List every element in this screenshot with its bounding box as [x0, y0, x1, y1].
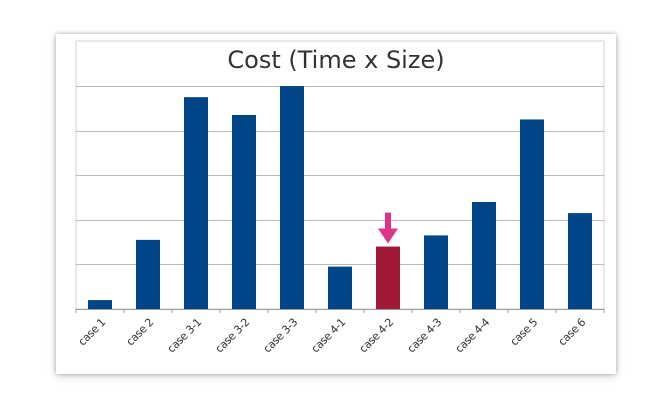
x-tick-label: case 4-4: [453, 316, 493, 356]
bar-case-5: [520, 119, 544, 309]
x-tick-label: case 3-1: [165, 316, 204, 355]
bar-case-3-3: [280, 86, 304, 309]
down-arrow-icon: [378, 212, 398, 244]
bar-case-4-1: [328, 266, 352, 309]
bar-series: [88, 86, 592, 310]
bar-case-4-4: [472, 201, 496, 309]
bar-case-6: [568, 213, 592, 309]
x-tick-label: case 4-1: [309, 316, 348, 355]
chart-title: Cost (Time x Size): [227, 46, 444, 74]
x-tick-labels: case 1 case 2 case 3-1 case 3-2 case 3-3 case…: [75, 309, 605, 356]
x-tick-label: case 2: [124, 316, 156, 348]
annotations: [378, 212, 398, 244]
bar-case-1: [88, 300, 112, 309]
bar-case-3-2: [232, 114, 256, 310]
x-tick-label: case 4-3: [405, 316, 445, 356]
x-tick-label: case 6: [556, 316, 589, 349]
x-tick-label: case 1: [76, 316, 108, 348]
x-tick-label: case 3-2: [213, 316, 252, 355]
x-tick-label: case 4-2: [357, 316, 396, 355]
x-tick-label: case 3-3: [261, 316, 301, 356]
bar-case-4-2: [376, 246, 400, 309]
x-tick-label: case 5: [508, 316, 541, 349]
bar-case-3-1: [184, 97, 208, 310]
bar-case-2: [136, 239, 160, 309]
bar-case-4-3: [424, 235, 448, 309]
